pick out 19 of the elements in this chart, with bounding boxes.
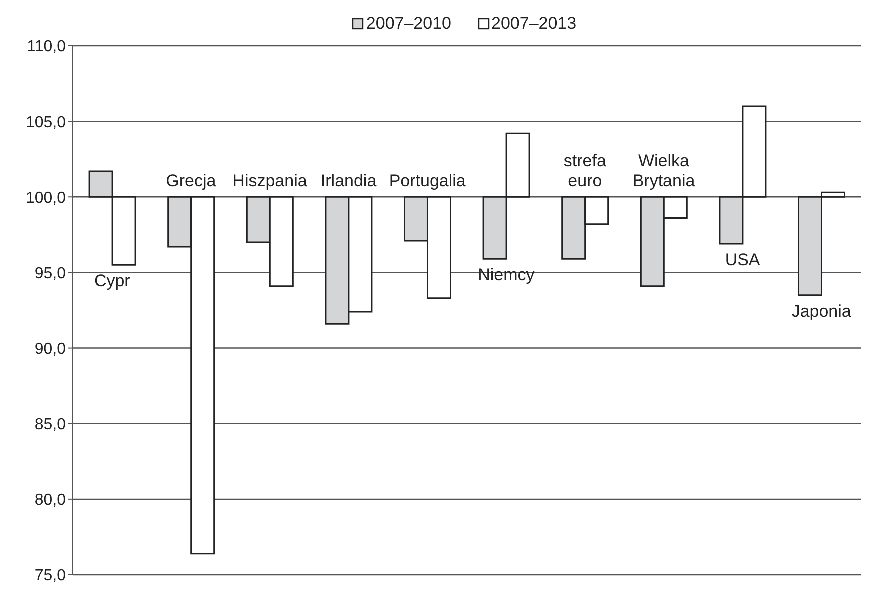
y-tick-label: 100,0 [26, 190, 66, 207]
x-tick-label: USA [725, 250, 761, 270]
x-tick-label: Hiszpania [232, 171, 308, 190]
y-tick-label: 95,0 [34, 265, 66, 282]
y-tick-label: 75,0 [34, 568, 66, 585]
x-tick-label: Grecja [166, 171, 217, 190]
legend-label: 2007–2010 [365, 14, 452, 34]
x-tick-label: Portugalia [389, 171, 466, 190]
x-tick-label: strefa euro [564, 151, 607, 190]
x-tick-label: Japonia [792, 302, 852, 321]
legend-label: 2007–2013 [490, 14, 577, 34]
y-tick-label: 105,0 [26, 114, 66, 132]
y-tick-label: 90,0 [34, 340, 66, 358]
x-tick-label: Irlandia [320, 171, 378, 190]
x-tick-label: Cypr [94, 272, 131, 291]
y-tick-label: 85,0 [34, 416, 66, 434]
y-tick-label: 80,0 [34, 492, 66, 510]
x-tick-label: Wielka Brytania [632, 151, 696, 190]
y-tick-label: 110,0 [27, 38, 66, 56]
